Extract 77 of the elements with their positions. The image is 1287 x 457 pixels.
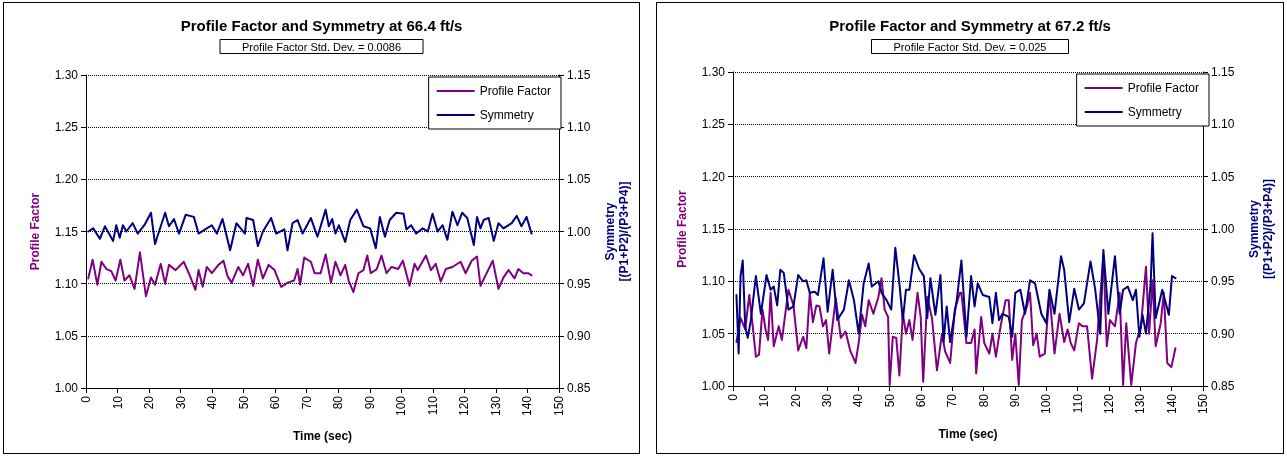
x-tick-label: 130: [1133, 393, 1148, 415]
y-axis-title: Profile Factor: [28, 192, 42, 271]
x-tick-label: 90: [1008, 393, 1022, 408]
x-tick-label: 140: [520, 395, 535, 417]
x-tick-label: 130: [488, 395, 503, 417]
x-tick-label: 140: [1164, 393, 1179, 415]
y-tick-label: 1.25: [54, 120, 79, 135]
x-tick-label: 110: [425, 395, 440, 416]
y-tick-label: 1.30: [54, 68, 79, 82]
x-tick-label: 90: [362, 395, 377, 410]
y-axis-title: Profile Factor: [675, 190, 689, 268]
x-tick-label: 50: [236, 395, 251, 410]
text: Profile Factor Std. Dev. = 0.025: [893, 40, 1047, 53]
x-tick-label: 30: [820, 393, 834, 408]
x-tick-label: 40: [205, 395, 220, 410]
x-tick-label: 100: [394, 395, 409, 417]
y2-tick-label: 0.95: [567, 276, 591, 291]
x-tick-label: 70: [299, 395, 314, 410]
y-tick-label: 1.20: [54, 172, 79, 187]
y-tick-label: 1.00: [54, 381, 79, 395]
y-tick-label: 1.30: [701, 65, 726, 79]
y2-tick-label: 1.10: [1211, 117, 1235, 132]
y-tick-label: 1.10: [54, 276, 79, 291]
y2-tick-label: 1.00: [567, 224, 591, 239]
x-axis-title: Time (sec): [292, 429, 353, 443]
x-tick-label: 30: [173, 395, 188, 410]
chart-title: Profile Factor and Symmetry at 66.4 ft/s: [180, 17, 463, 34]
y2-tick-label: 1.15: [1211, 65, 1235, 79]
line-series: [87, 251, 533, 298]
x-tick-label: 60: [268, 395, 283, 410]
x-tick-label: 110: [1070, 393, 1085, 414]
y2-tick-label: 0.85: [1211, 379, 1235, 393]
x-tick-label: 120: [457, 395, 472, 417]
x-tick-label: 80: [331, 395, 346, 410]
y-tick-label: 1.05: [701, 326, 726, 341]
y2-tick-label: 0.90: [567, 328, 591, 343]
y-tick-label: 1.15: [54, 224, 79, 239]
y2-axis-title: Symmetry [(P1+P2)/(P3+P4)]: [1247, 178, 1275, 280]
x-tick-label: 0: [79, 395, 93, 403]
x-tick-label: 50: [882, 393, 897, 408]
x-tick-label: 80: [976, 393, 991, 408]
y-tick-label: 1.20: [701, 169, 726, 184]
x-tick-label: 40: [851, 393, 866, 408]
line-series: [735, 232, 1177, 355]
y2-axis-title: Symmetry [(P1+P2)/(P3+P4)]: [603, 181, 631, 282]
legend-label: Profile Factor: [479, 84, 551, 98]
y2-tick-label: 1.05: [1211, 169, 1235, 184]
y-tick-label: 1.00: [701, 379, 726, 393]
chart-title: Profile Factor and Symmetry at 67.2 ft/s: [829, 17, 1111, 34]
y-tick-label: 1.10: [701, 274, 726, 289]
x-tick-label: 10: [757, 393, 772, 408]
x-axis-title: Time (sec): [938, 427, 998, 441]
x-tick-label: 10: [110, 395, 125, 410]
y2-tick-label: 0.95: [1211, 274, 1235, 289]
x-tick-label: 0: [726, 393, 740, 401]
x-tick-label: 20: [142, 395, 157, 410]
y2-tick-label: 1.05: [567, 172, 591, 187]
x-tick-label: 150: [1196, 393, 1210, 415]
y-tick-label: 1.25: [701, 117, 726, 132]
legend-label: Symmetry: [1127, 105, 1182, 119]
x-tick-label: 20: [788, 393, 803, 408]
x-tick-label: 60: [914, 393, 928, 408]
y2-tick-label: 0.90: [1211, 326, 1235, 341]
text: Profile Factor Std. Dev. = 0.0086: [241, 40, 402, 53]
x-tick-label: 70: [945, 393, 960, 408]
y2-tick-label: 1.15: [567, 68, 591, 82]
x-tick-label: 150: [552, 395, 566, 417]
x-tick-label: 120: [1102, 393, 1116, 415]
y2-tick-label: 1.10: [567, 120, 591, 135]
y2-tick-label: 1.00: [1211, 222, 1235, 236]
y-tick-label: 1.05: [54, 328, 79, 343]
line-series: [87, 208, 533, 252]
legend-label: Profile Factor: [1127, 81, 1199, 95]
y2-tick-label: 0.85: [567, 381, 591, 395]
y-tick-label: 1.15: [701, 222, 726, 236]
legend-label: Symmetry: [479, 108, 534, 122]
x-tick-label: 100: [1039, 393, 1054, 415]
